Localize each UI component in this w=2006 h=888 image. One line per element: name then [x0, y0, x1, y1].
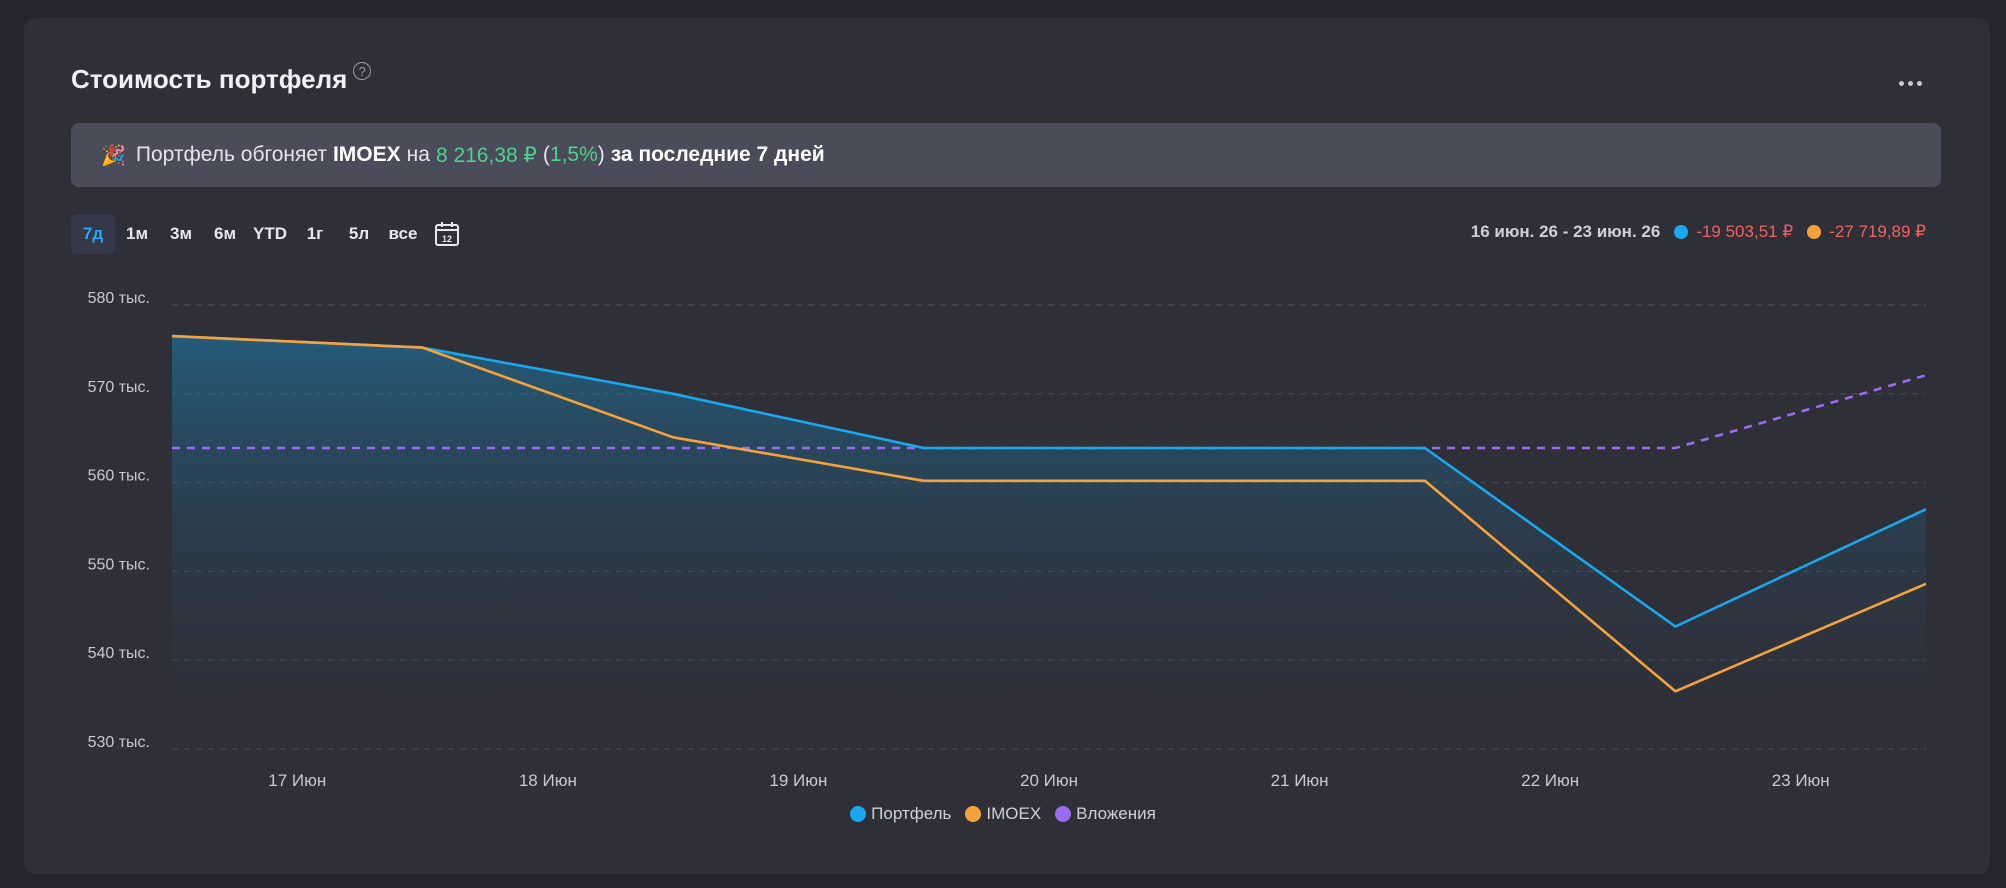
- data-point-0-7[interactable]: [1923, 506, 1929, 512]
- data-point-2-5[interactable]: [1422, 445, 1428, 451]
- data-point-1-4[interactable]: [1171, 478, 1177, 484]
- investments-dot-icon: [1055, 806, 1072, 822]
- period-1y[interactable]: 1г: [306, 224, 324, 243]
- dot-icon: [1898, 80, 1904, 86]
- title-text: Стоимость портфеля: [71, 64, 348, 94]
- x-tick-label: 21 Июн: [1271, 771, 1329, 790]
- period-1m[interactable]: 1м: [125, 224, 149, 243]
- data-point-2-6[interactable]: [1672, 445, 1678, 451]
- data-point-0-2[interactable]: [670, 391, 676, 397]
- banner-prefix: Портфель обгоняет: [135, 143, 327, 166]
- y-tick-label: 570 тыс.: [88, 379, 150, 396]
- y-tick-label: 560 тыс.: [88, 468, 150, 485]
- data-point-1-3[interactable]: [921, 478, 927, 484]
- x-tick-label: 20 Июн: [1020, 771, 1078, 790]
- data-point-1-6[interactable]: [1672, 688, 1678, 694]
- calendar-icon: 12: [435, 222, 459, 246]
- legend-label: IMOEX: [986, 804, 1042, 823]
- data-point-2-4[interactable]: [1171, 445, 1177, 451]
- period-ytd[interactable]: YTD: [253, 224, 287, 243]
- x-tick-label: 19 Июн: [769, 771, 827, 790]
- x-tick-label: 22 Июн: [1521, 771, 1579, 790]
- period-6m[interactable]: 6м: [213, 224, 237, 243]
- y-tick-label: 580 тыс.: [88, 290, 150, 307]
- data-point-2-2[interactable]: [670, 445, 676, 451]
- dot-icon: [1916, 80, 1922, 86]
- imoex-line[interactable]: [171, 334, 1927, 693]
- portfolio-area: [172, 336, 1926, 749]
- banner-suffix: за последние 7 дней: [610, 143, 825, 166]
- banner-on: на: [406, 143, 430, 166]
- period-7d[interactable]: 7д: [71, 214, 115, 254]
- imoex-dot-icon: [1807, 225, 1822, 239]
- portfolio-dot-icon: [1674, 225, 1689, 239]
- imoex-change: -27 719,89 ₽: [1829, 222, 1926, 241]
- date-range-summary: 16 июн. 26 - 23 июн. 26 -19 503,51 ₽ -27…: [1471, 222, 1926, 242]
- data-point-2-3[interactable]: [921, 445, 927, 451]
- legend-label: Вложения: [1076, 804, 1156, 823]
- legend-item-portfolio[interactable]: Портфель: [850, 804, 951, 824]
- data-point-1-7[interactable]: [1923, 581, 1929, 587]
- banner-paren-close: ): [597, 143, 605, 166]
- calendar-day: 12: [442, 234, 452, 244]
- legend-label: Портфель: [871, 804, 952, 823]
- dot-icon: [1907, 80, 1913, 86]
- party-popper-icon: 🎉: [101, 144, 126, 167]
- period-selector: 7д 1м 3м 6м YTD 1г 5л все 12: [71, 214, 469, 254]
- y-tick-label: 540 тыс.: [88, 645, 150, 662]
- data-point-1-0[interactable]: [169, 333, 175, 339]
- period-5y[interactable]: 5л: [348, 224, 370, 243]
- data-point-1-1[interactable]: [420, 345, 426, 351]
- portfolio-dot-icon: [850, 806, 867, 822]
- banner-index: IMOEX: [332, 143, 401, 166]
- portfolio-line[interactable]: [171, 334, 1927, 628]
- x-tick-label: 17 Июн: [268, 771, 326, 790]
- banner-percent: 1,5%: [549, 143, 598, 166]
- data-point-0-6[interactable]: [1672, 623, 1678, 629]
- page-title: Стоимость портфеля ?: [71, 62, 372, 95]
- banner-paren-open: (: [542, 143, 550, 166]
- data-point-2-1[interactable]: [420, 445, 426, 451]
- data-point-2-7[interactable]: [1923, 372, 1929, 378]
- x-tick-label: 23 Июн: [1772, 771, 1830, 790]
- performance-banner: 🎉 Портфель обгоняет IMOEX на 8 216,38 ₽ …: [71, 123, 1941, 187]
- date-range-text: 16 июн. 26 - 23 июн. 26: [1470, 222, 1661, 241]
- y-tick-label: 530 тыс.: [88, 734, 150, 751]
- help-icon[interactable]: ?: [353, 62, 372, 80]
- y-tick-label: 550 тыс.: [88, 556, 150, 573]
- banner-amount: 8 216,38 ₽: [435, 143, 537, 167]
- legend-item-imoex[interactable]: IMOEX: [965, 804, 1041, 824]
- data-point-2-0[interactable]: [169, 445, 175, 451]
- chart-legend: Портфель IMOEX Вложения: [0, 804, 2006, 824]
- data-point-1-5[interactable]: [1422, 478, 1428, 484]
- x-tick-label: 18 Июн: [519, 771, 577, 790]
- imoex-dot-icon: [965, 806, 982, 822]
- calendar-button[interactable]: 12: [425, 214, 469, 254]
- period-3m[interactable]: 3м: [169, 224, 193, 243]
- data-point-1-2[interactable]: [670, 434, 676, 440]
- legend-item-investments[interactable]: Вложения: [1055, 804, 1156, 824]
- portfolio-change: -19 503,51 ₽: [1696, 222, 1794, 241]
- more-options-button[interactable]: [1890, 68, 1930, 98]
- period-all[interactable]: все: [388, 224, 418, 243]
